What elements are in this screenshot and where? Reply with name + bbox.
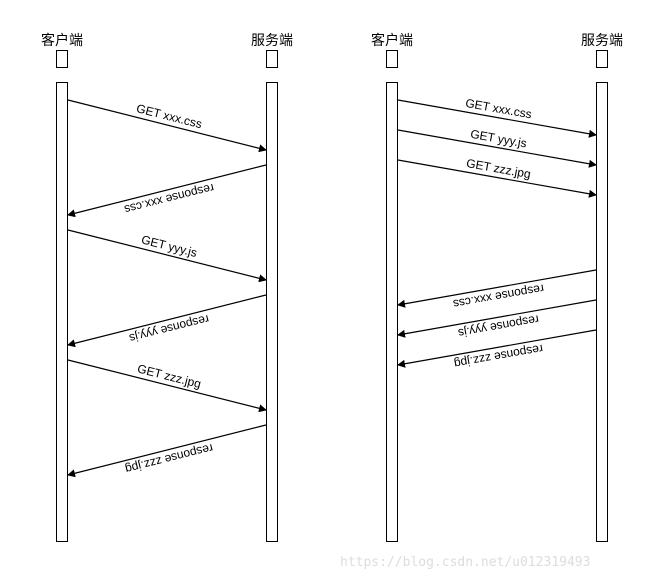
left-msg-label-2: GET yyy.js — [140, 233, 199, 261]
left-msg-label-4: GET zzz.jpg — [136, 362, 203, 392]
right-msg-label-2: GET zzz.jpg — [465, 156, 532, 181]
left-arrow-2 — [68, 230, 266, 280]
message-arrows: GET xxx.css response xxx.css GET yyy.js res… — [0, 0, 655, 574]
left-arrow-3 — [68, 295, 266, 345]
right-arrow-2 — [398, 160, 596, 195]
right-client-label: 客户端 — [371, 30, 413, 50]
left-arrow-5 — [68, 425, 266, 475]
left-server-lifeline-bar — [266, 82, 278, 542]
right-msg-label-1: GET yyy.js — [469, 127, 527, 151]
left-client-lifeline-bar — [56, 82, 68, 542]
right-msg-label-5: response zzz.jpg — [453, 342, 544, 371]
left-server-lifeline-head — [266, 50, 278, 68]
left-arrow-1 — [68, 165, 266, 215]
sequence-diagram-pair: 客户端 服务端 客户端 服务端 GET xxx.css response xxx.… — [0, 0, 655, 574]
right-arrow-0 — [398, 100, 596, 135]
right-server-lifeline-bar — [596, 82, 608, 542]
left-client-label: 客户端 — [41, 30, 83, 50]
left-msg-label-5: response zzz.jpg — [124, 441, 215, 477]
right-msg-label-4: response yyy.js — [457, 312, 540, 340]
right-arrow-3 — [398, 270, 596, 305]
right-server-label: 服务端 — [581, 30, 623, 50]
left-arrow-0 — [68, 100, 266, 150]
left-client-lifeline-head — [56, 50, 68, 68]
right-msg-label-0: GET xxx.css — [464, 96, 533, 121]
right-server-lifeline-head — [596, 50, 608, 68]
right-arrow-4 — [398, 300, 596, 335]
left-msg-label-1: response xxx.css — [123, 181, 216, 217]
right-client-lifeline-bar — [386, 82, 398, 542]
watermark-text: https://blog.csdn.net/u012319493 — [340, 555, 590, 570]
left-arrow-4 — [68, 360, 266, 410]
right-msg-label-3: response xxx.css — [452, 281, 545, 311]
right-client-lifeline-head — [386, 50, 398, 68]
left-msg-label-3: response yyy.js — [128, 312, 211, 346]
left-server-label: 服务端 — [251, 30, 293, 50]
left-msg-label-0: GET xxx.css — [135, 101, 204, 131]
right-arrow-5 — [398, 330, 596, 365]
right-arrow-1 — [398, 130, 596, 165]
